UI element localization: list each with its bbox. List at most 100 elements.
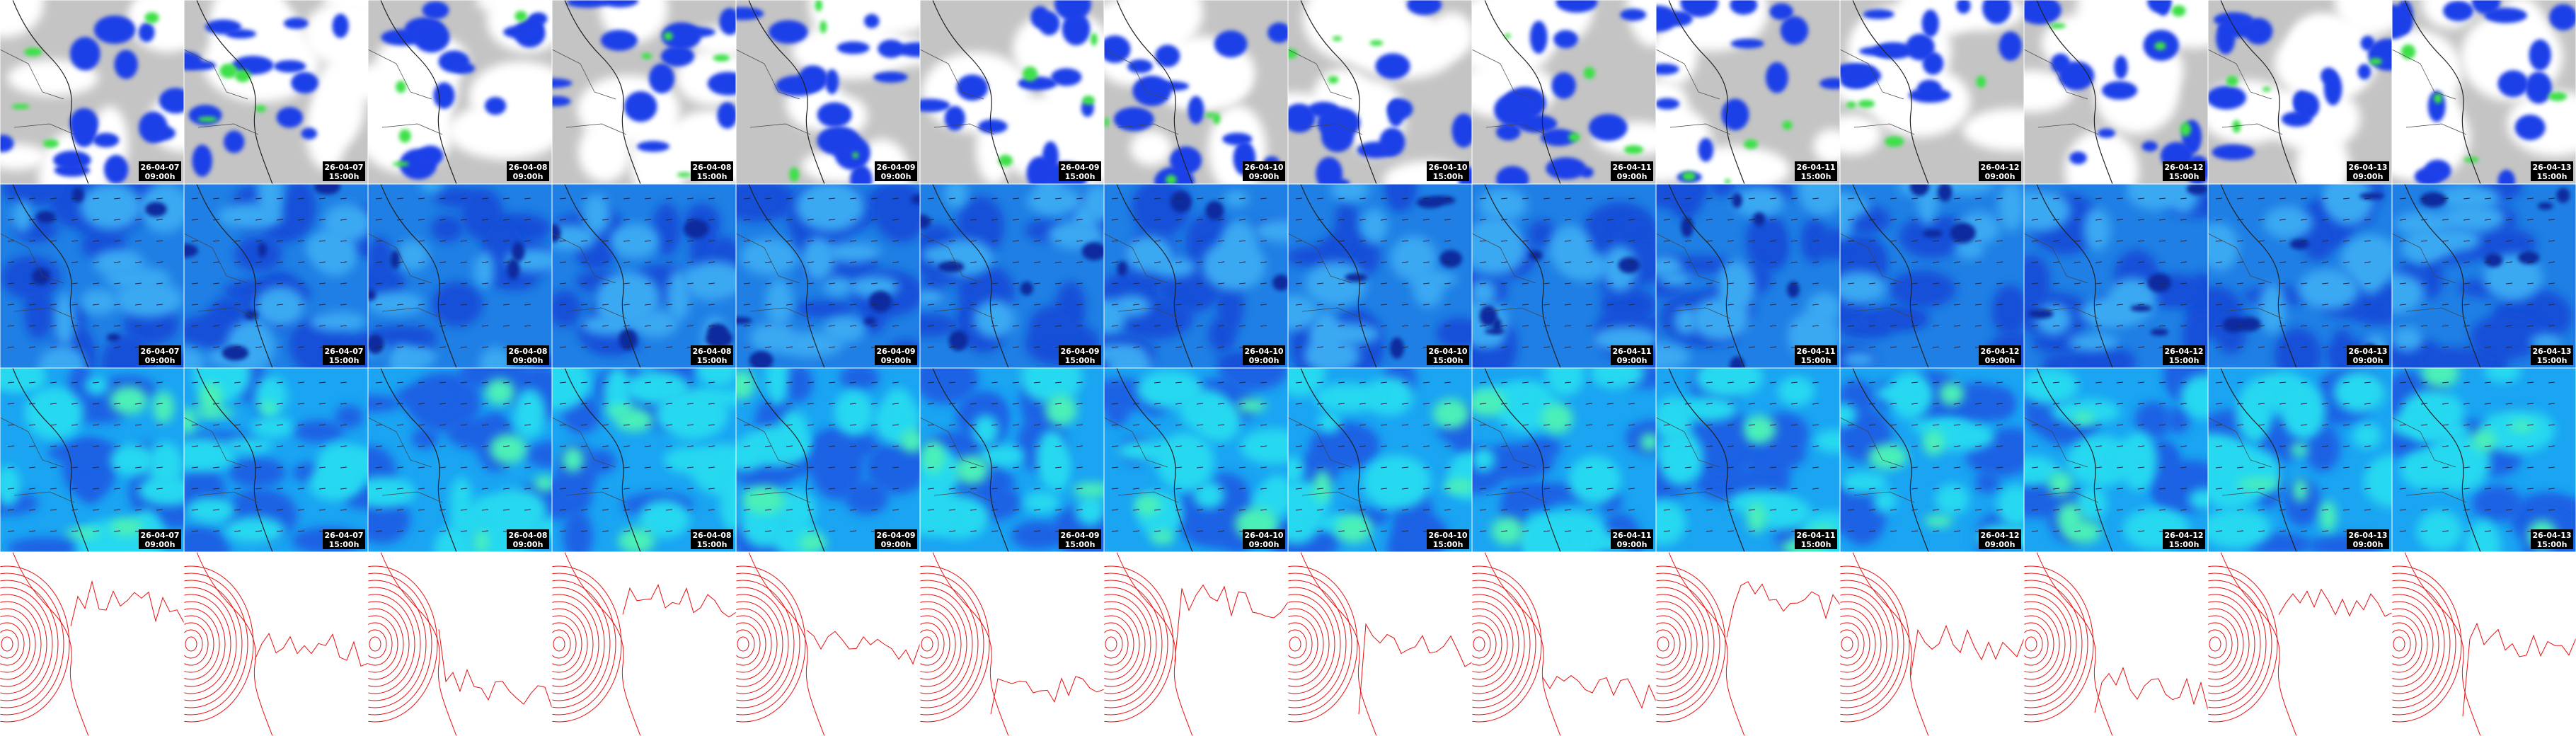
weather-blob	[707, 71, 736, 96]
weather-blob	[896, 42, 920, 57]
wind-arrow	[991, 219, 999, 221]
wind-arrow	[1543, 219, 1551, 221]
wind-arrow	[1012, 445, 1020, 447]
wind-arrow	[644, 381, 652, 384]
wind-arrow	[1444, 219, 1451, 221]
wind-arrow	[743, 261, 751, 263]
contour	[1289, 636, 1301, 652]
wind-arrow	[665, 261, 673, 263]
weather-blob	[184, 347, 205, 368]
weather-blob	[1885, 136, 1904, 147]
wind-arrow	[28, 403, 36, 405]
wind-arrow	[1628, 282, 1635, 284]
wind-arrow	[1522, 219, 1529, 221]
wind-arrow	[1890, 381, 1897, 384]
wind-arrow	[481, 197, 489, 200]
weather-blob	[849, 275, 899, 298]
wind-arrow	[2420, 466, 2428, 468]
wind-arrow	[2399, 403, 2407, 405]
label-time: 15:00h	[2169, 540, 2200, 549]
wind-arrow	[786, 381, 793, 384]
label-time: 15:00h	[697, 356, 728, 365]
wind-arrow	[2279, 488, 2287, 490]
weather-blob	[1389, 337, 1404, 359]
weather-blob	[697, 368, 736, 387]
contour-line	[2462, 622, 2576, 717]
wind-arrow	[1238, 381, 1246, 384]
wind-arrow	[1847, 197, 1855, 200]
wind-arrow	[2074, 466, 2081, 468]
wind-arrow	[927, 261, 935, 263]
wind-arrow	[297, 197, 305, 200]
wind-arrow	[134, 282, 142, 284]
weather-blob	[1517, 114, 1558, 133]
wind-arrow	[2463, 197, 2471, 200]
weather-blob	[258, 242, 267, 258]
weather-blob	[1166, 174, 1177, 184]
wind-arrow	[1054, 403, 1062, 405]
label-time: 15:00h	[329, 356, 360, 365]
wind-arrow	[1154, 282, 1161, 284]
wind-arrow	[1543, 445, 1551, 447]
contour	[2024, 594, 2071, 694]
label-date: 26-04-07	[140, 531, 179, 540]
label-time: 09:00h	[1617, 540, 1648, 549]
wind-arrow	[2116, 261, 2124, 263]
weather-blob	[2147, 273, 2172, 292]
coastline	[1300, 368, 1377, 552]
wind-arrow	[28, 488, 36, 490]
wind-arrow	[828, 466, 836, 468]
wind-arrow	[1295, 381, 1303, 384]
weather-blob	[1858, 46, 1902, 57]
wind-arrow	[1585, 219, 1593, 221]
weather-blob	[2028, 309, 2054, 319]
weather-blob	[2236, 384, 2272, 443]
wind-arrow	[2505, 261, 2513, 263]
wind-arrow	[2180, 219, 2187, 221]
coastline	[1484, 552, 1561, 736]
weather-blob	[1054, 0, 1091, 21]
wind-arrow	[686, 445, 694, 447]
weather-blob	[998, 154, 1013, 167]
wind-arrow	[686, 488, 694, 490]
wind-arrow	[1706, 403, 1713, 405]
wind-arrow	[2321, 403, 2329, 405]
wind-arrow	[948, 261, 956, 263]
contour	[1288, 601, 1330, 687]
wind-arrow	[870, 197, 878, 200]
wind-arrow	[2526, 445, 2534, 447]
label-box	[1979, 529, 2021, 549]
wind-arrow	[1748, 403, 1756, 405]
panel-background	[1288, 552, 1472, 736]
wind-arrow	[602, 466, 609, 468]
weather-blob	[2216, 22, 2236, 54]
wind-arrow	[212, 488, 220, 490]
weather-blob	[1863, 9, 1894, 20]
weather-blob	[2166, 406, 2190, 434]
wind-arrow	[2321, 197, 2329, 200]
weather-blob	[1680, 0, 1718, 18]
wind-arrow	[644, 197, 652, 200]
wind-arrow	[2258, 445, 2265, 447]
contour-line	[2094, 667, 2208, 713]
weather-blob	[1170, 146, 1202, 175]
wind-arrow	[1260, 282, 1267, 284]
weather-blob	[332, 13, 349, 38]
contour	[736, 629, 755, 659]
weather-blob	[184, 408, 196, 435]
weather-blob	[1288, 456, 1305, 484]
wind-arrow	[1585, 197, 1593, 200]
wind-arrow	[1175, 261, 1183, 263]
wind-arrow	[2399, 261, 2407, 263]
wind-arrow	[439, 282, 447, 284]
wind-arrow	[2463, 403, 2471, 405]
